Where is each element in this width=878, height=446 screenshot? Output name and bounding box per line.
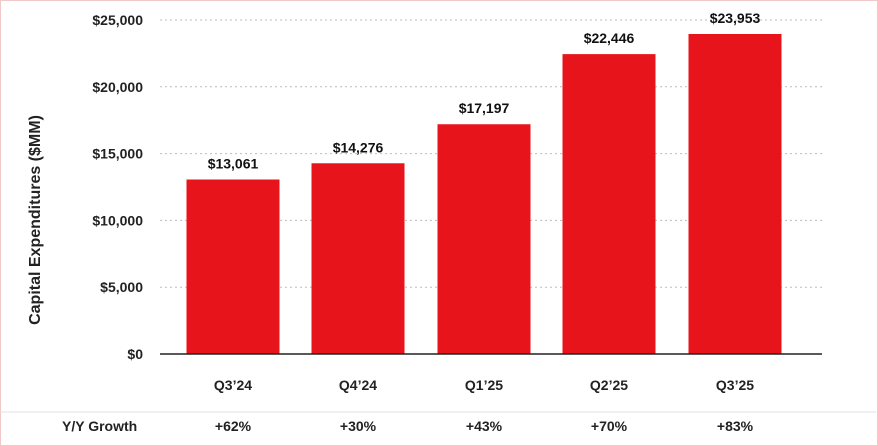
x-tick-label: Q1’25 — [465, 377, 503, 393]
y-tick-label: $15,000 — [92, 146, 143, 162]
bar-value-label: $22,446 — [584, 30, 635, 46]
growth-row: +62% +30% +43% +70% +83% Y/Y Growth — [0, 411, 876, 434]
bar-value-label: $13,061 — [208, 156, 259, 172]
y-tick-label: $10,000 — [92, 212, 143, 228]
growth-value: +62% — [215, 418, 252, 434]
y-tick-label: $0 — [127, 346, 143, 362]
bar — [311, 163, 405, 354]
bar-value-label: $17,197 — [459, 100, 510, 116]
bar — [186, 179, 280, 354]
growth-value: +43% — [466, 418, 503, 434]
bar — [437, 124, 531, 354]
y-tick-label: $5,000 — [100, 279, 143, 295]
y-axis-label: Capital Expenditures ($MM) — [27, 115, 44, 325]
growth-value: +83% — [717, 418, 754, 434]
x-tick-label: Q3’24 — [214, 377, 252, 393]
x-tick-label: Q4’24 — [339, 377, 377, 393]
x-axis: Q3’24 Q4’24 Q1’25 Q2’25 Q3’25 — [160, 353, 822, 393]
bar — [562, 54, 656, 355]
x-tick-label: Q3’25 — [716, 377, 754, 393]
growth-row-label: Y/Y Growth — [62, 418, 137, 434]
y-tick-label: $20,000 — [92, 79, 143, 95]
growth-value: +70% — [591, 418, 628, 434]
y-tick-label: $25,000 — [92, 12, 143, 28]
y-axis: $0 $5,000 $10,000 $15,000 $20,000 $25,000 — [92, 12, 143, 362]
bars: $13,061 $14,276 $17,197 $22,446 $23,953 — [186, 10, 782, 355]
bar — [688, 33, 782, 355]
growth-value: +30% — [340, 418, 377, 434]
bar-value-label: $14,276 — [333, 139, 384, 155]
bar-value-label: $23,953 — [710, 10, 761, 26]
x-tick-label: Q2’25 — [590, 377, 628, 393]
